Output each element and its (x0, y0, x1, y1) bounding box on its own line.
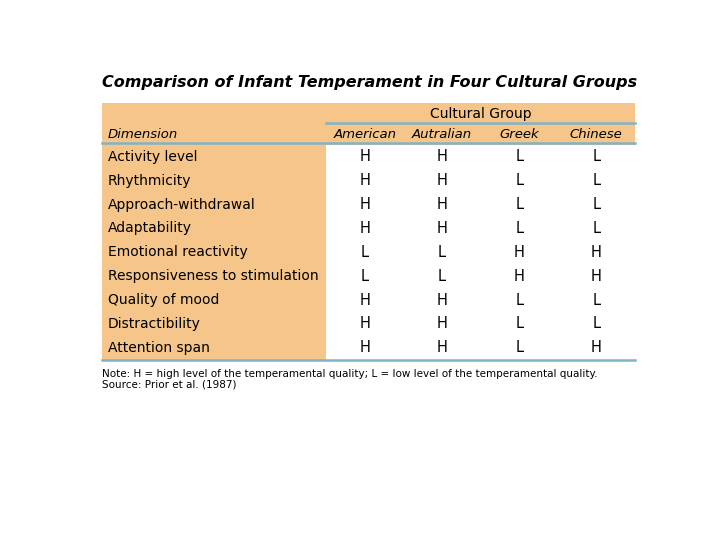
Text: Responsiveness to stimulation: Responsiveness to stimulation (108, 269, 318, 283)
Text: Adaptability: Adaptability (108, 221, 192, 235)
Text: L: L (515, 173, 523, 188)
Text: Cultural Group: Cultural Group (430, 107, 531, 121)
Text: L: L (361, 245, 369, 260)
Text: H: H (591, 340, 602, 355)
Text: Attention span: Attention span (108, 341, 210, 355)
Text: H: H (359, 150, 370, 164)
Text: American: American (333, 129, 397, 141)
Text: Autralian: Autralian (412, 129, 472, 141)
Text: Source: Prior et al. (1987): Source: Prior et al. (1987) (102, 380, 236, 390)
Text: L: L (593, 221, 600, 236)
Text: L: L (515, 221, 523, 236)
Text: H: H (436, 173, 448, 188)
Text: Distractibility: Distractibility (108, 317, 201, 331)
Text: Rhythmicity: Rhythmicity (108, 174, 192, 188)
Text: Activity level: Activity level (108, 150, 197, 164)
Text: H: H (436, 316, 448, 332)
Text: L: L (438, 245, 446, 260)
Text: L: L (515, 340, 523, 355)
Text: L: L (515, 293, 523, 308)
Text: Emotional reactivity: Emotional reactivity (108, 245, 248, 259)
Text: Quality of mood: Quality of mood (108, 293, 219, 307)
Text: H: H (359, 173, 370, 188)
Text: L: L (438, 269, 446, 284)
Text: H: H (359, 340, 370, 355)
Text: H: H (513, 245, 525, 260)
Text: H: H (359, 197, 370, 212)
Text: L: L (593, 197, 600, 212)
Text: Comparison of Infant Temperament in Four Cultural Groups: Comparison of Infant Temperament in Four… (102, 75, 636, 90)
Text: L: L (515, 197, 523, 212)
Text: Dimension: Dimension (108, 129, 178, 141)
Text: H: H (436, 340, 448, 355)
Text: L: L (593, 293, 600, 308)
Text: H: H (359, 293, 370, 308)
Text: H: H (436, 293, 448, 308)
Text: H: H (359, 316, 370, 332)
Text: H: H (591, 245, 602, 260)
Text: H: H (591, 269, 602, 284)
Text: L: L (515, 150, 523, 164)
Text: L: L (593, 316, 600, 332)
Text: H: H (359, 221, 370, 236)
Text: H: H (436, 221, 448, 236)
Text: Approach-withdrawal: Approach-withdrawal (108, 198, 256, 212)
FancyBboxPatch shape (326, 145, 635, 360)
Text: L: L (593, 150, 600, 164)
Text: Chinese: Chinese (570, 129, 623, 141)
Text: Greek: Greek (500, 129, 539, 141)
FancyBboxPatch shape (102, 103, 635, 360)
Text: H: H (513, 269, 525, 284)
Text: H: H (436, 197, 448, 212)
Text: L: L (515, 316, 523, 332)
Text: H: H (436, 150, 448, 164)
Text: L: L (593, 173, 600, 188)
Text: L: L (361, 269, 369, 284)
Text: Note: H = high level of the temperamental quality; L = low level of the temperam: Note: H = high level of the temperamenta… (102, 369, 597, 379)
